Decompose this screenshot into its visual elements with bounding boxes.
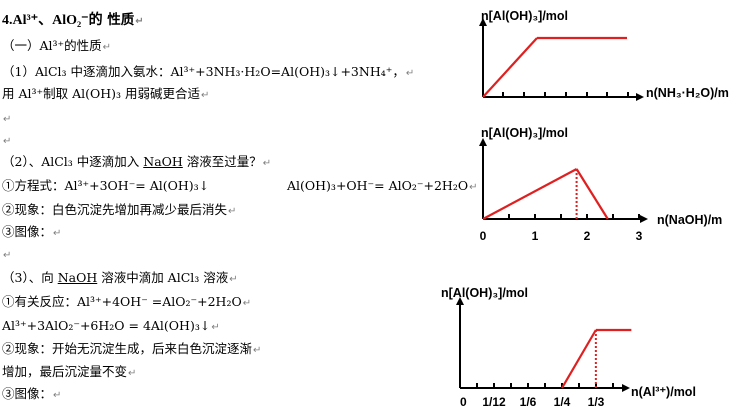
reaction-1: ①有关反应：Al³⁺+4OH⁻ =AlO₂⁻+2H₂O↵ [2,294,251,312]
blank-line: ↵ [2,132,11,150]
phenomenon-3b: 增加，最后沉淀量不变↵ [2,364,136,382]
para-mark: ↵ [135,16,144,27]
para-mark: ↵ [102,42,112,53]
para-mark: ↵ [229,274,238,285]
para-mark: ↵ [53,390,62,401]
graph-label-3-text: ③图像： [2,386,53,401]
graph-label-3: ③图像：↵ [2,386,61,404]
item2-naoh: NaOH [143,154,183,169]
graph-label-text: ③图像： [2,224,53,239]
phenomenon-text: ②现象：白色沉淀先增加再减少最后消失 [2,202,228,217]
para-mark: ↵ [3,136,12,147]
item1-line2-text: 用 Al³⁺制取 Al(OH)₃ 用弱碱更合适 [2,86,200,101]
section3-heading: （3）、向 NaOH 溶液中滴加 AlCl₃ 溶液↵ [2,270,238,288]
chart-2-series-segment [482,168,578,220]
chart-1-series-segment [482,37,538,98]
para-mark: ↵ [469,182,478,193]
phenomenon-3a: ②现象：开始无沉淀生成，后来白色沉淀逐渐↵ [2,341,261,359]
title-text: 4.Al³⁺、AlO₂⁻的 [2,13,103,28]
section1-heading: （一）Al³⁺的性质↵ [2,38,111,56]
chart-3-tick-label: 1/3 [588,395,605,409]
title-text-2: 性质 [102,12,135,28]
item2-post: 溶液至过量？ [182,154,262,169]
section3-heading-pre: （3）、向 [2,270,58,285]
chart-3-tick-label: 1/12 [482,395,506,409]
item1-line2: 用 Al³⁺制取 Al(OH)₃ 用弱碱更合适↵ [2,86,209,104]
chart-3-xlabel: n(Al³⁺)/mol [631,385,696,399]
phenomenon-3b-text: 增加，最后沉淀量不变 [2,364,128,379]
chart-3-series-segment [561,329,597,389]
chart-3-tick-label: 1/6 [520,395,537,409]
reaction-2: Al³⁺+3AlO₂⁻+6H₂O = 4Al(OH)₃↓↵ [2,318,220,336]
item2-heading: （2）、AlCl₃ 中逐滴加入 NaOH 溶液至过量？↵ [2,154,271,172]
para-mark: ↵ [128,368,137,379]
reaction-1-text: ①有关反应：Al³⁺+4OH⁻ =AlO₂⁻+2H₂O [2,294,242,309]
chart-3-tick-label: 1/4 [554,395,571,409]
section3-naoh: NaOH [57,270,98,285]
chart-2-ylabel: n[Al(OH)₃]/mol [481,126,568,140]
para-mark: ↵ [3,114,12,125]
phenomenon-line: ②现象：白色沉淀先增加再减少最后消失↵ [2,202,236,220]
para-mark: ↵ [253,345,262,356]
para-mark: ↵ [201,90,210,101]
section3-heading-post: 溶液中滴加 AlCl₃ 溶液 [97,270,229,285]
chart-2-tick-label: 3 [636,229,643,243]
chart-2-series-segment [575,168,609,220]
chart-1-xlabel: n(NH₃·H₂O)/m [646,86,729,100]
graph-label-1: ③图像：↵ [2,224,61,242]
chart-1-ylabel: n[Al(OH)₃]/mol [481,9,568,23]
page-title: 4.Al³⁺、AlO₂⁻的 性质↵ [2,12,144,30]
chart-3-tick-label: 0 [460,395,467,409]
reaction-2-text: Al³⁺+3AlO₂⁻+6H₂O = 4Al(OH)₃↓ [2,318,211,333]
para-mark: ↵ [405,68,415,79]
item1-line1-text: （1）AlCl₃ 中逐滴加入氨水：Al³⁺+3NH₃·H₂O=Al(OH)₃↓+… [2,64,405,79]
chart-2-tick-label: 0 [480,229,487,243]
equation-line: ①方程式：Al³⁺+3OH⁻= Al(OH)₃↓ [2,178,209,194]
chart-2-tick-label: 1 [532,229,539,243]
blank-line: ↵ [2,110,11,128]
item2-pre: （2）、AlCl₃ 中逐滴加入 [2,154,144,169]
equation-2: Al(OH)₃+OH⁻= AlO₂⁻+2H₂O [287,178,469,193]
para-mark: ↵ [53,228,62,239]
para-mark: ↵ [262,158,272,169]
para-mark: ↵ [211,322,220,333]
chart-3-ylabel: n[Al(OH)₃]/mol [441,286,528,300]
equation-1: ①方程式：Al³⁺+3OH⁻= Al(OH)₃↓ [2,178,210,193]
chart-2-xlabel: n(NaOH)/m [657,213,722,227]
item1-line1: （1）AlCl₃ 中逐滴加入氨水：Al³⁺+3NH₃·H₂O=Al(OH)₃↓+… [2,64,414,82]
chart-2-tick-label: 2 [584,229,591,243]
phenomenon-3a-text: ②现象：开始无沉淀生成，后来白色沉淀逐渐 [2,341,253,356]
section1-heading-text: （一）Al³⁺的性质 [2,38,102,53]
equation-2-wrap: Al(OH)₃+OH⁻= AlO₂⁻+2H₂O↵ [287,178,477,196]
para-mark: ↵ [3,250,12,261]
para-mark: ↵ [242,298,252,309]
para-mark: ↵ [228,206,237,217]
blank-line: ↵ [2,246,11,264]
